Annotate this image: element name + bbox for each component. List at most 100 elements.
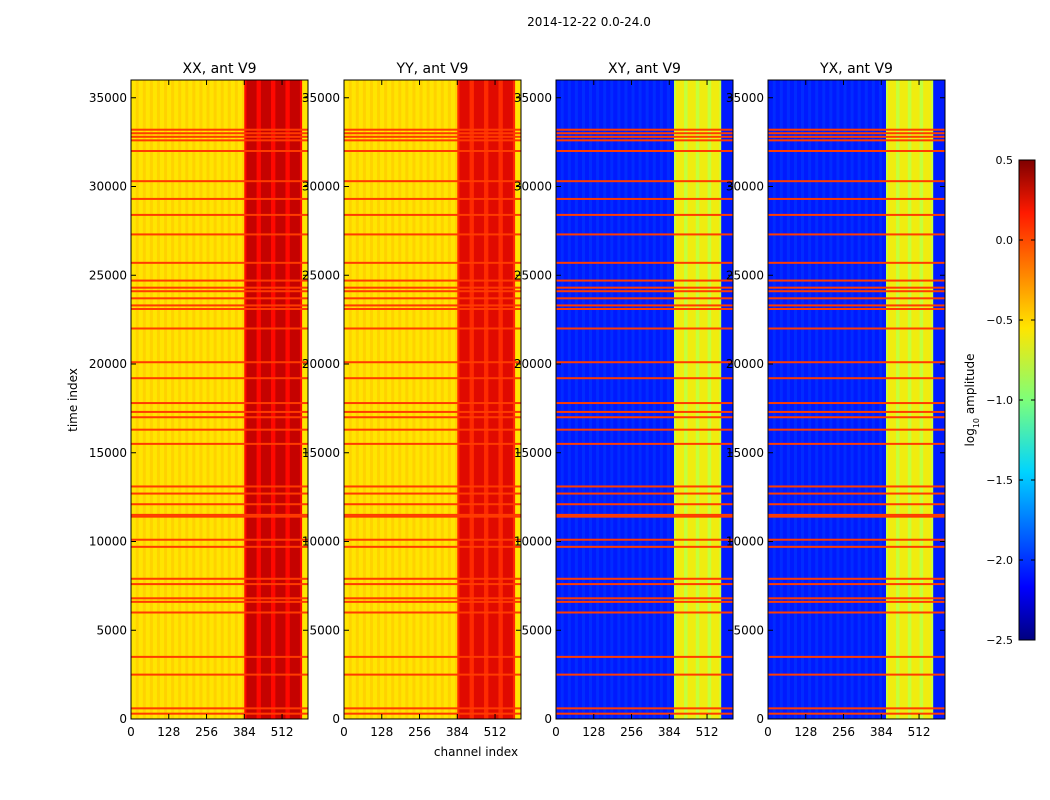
y-tick-label: 20000 [89, 357, 127, 371]
channel-stripe [836, 80, 840, 719]
flagged-row [131, 492, 308, 495]
band-column [488, 80, 499, 719]
y-tick-label: 35000 [302, 91, 340, 105]
flagged-row [556, 442, 733, 445]
colorbar-tick-label: −1.5 [986, 474, 1013, 487]
x-tick-label: 512 [271, 725, 294, 739]
channel-stripe [878, 80, 882, 719]
channel-stripe [156, 80, 160, 719]
flagged-row [556, 150, 733, 152]
flagged-row [768, 513, 945, 516]
flagged-row [344, 233, 521, 236]
flagged-row [131, 128, 308, 131]
flagged-row [556, 132, 733, 135]
flagged-row [768, 304, 945, 307]
channel-stripe [377, 80, 381, 719]
channel-stripe [666, 80, 670, 719]
flagged-row [556, 197, 733, 200]
flagged-row [556, 377, 733, 380]
channel-stripe [348, 80, 352, 719]
channel-stripe [574, 80, 578, 719]
flagged-row [768, 327, 945, 330]
flagged-row [344, 197, 521, 200]
channel-stripe [206, 80, 210, 719]
flagged-row [556, 213, 733, 216]
flagged-row [768, 485, 945, 488]
channel-stripe [610, 80, 614, 719]
flagged-row [344, 611, 521, 614]
flagged-row [768, 410, 945, 413]
flagged-row [556, 180, 733, 183]
y-tick-label: 35000 [514, 91, 552, 105]
band-column [260, 80, 272, 719]
channel-stripe [801, 80, 805, 719]
flagged-row [131, 233, 308, 236]
flagged-row [556, 279, 733, 282]
channel-stripe [192, 80, 196, 719]
flagged-row [768, 307, 945, 310]
heatmap-panels: XX, ant V9 0 128 256 384 512 0 5000 10000 15000 20… [89, 61, 946, 739]
flagged-row [344, 503, 521, 506]
flagged-row [556, 577, 733, 580]
flagged-row [131, 180, 308, 183]
flagged-row [768, 707, 945, 710]
channel-stripe [652, 80, 656, 719]
flagged-row [131, 538, 308, 541]
flagged-row [768, 503, 945, 506]
flagged-row [768, 577, 945, 580]
flagged-row [556, 304, 733, 307]
flagged-row [131, 279, 308, 282]
band-column [473, 80, 485, 719]
colorbar: 0.5 0.0 −0.5 −1.0 −1.5 −2.0 −2.5 log10 amplitu… [963, 154, 1036, 647]
channel-stripe [142, 80, 146, 719]
flagged-row [344, 297, 521, 300]
colorbar-tick-label: −2.0 [986, 554, 1013, 567]
channel-stripe [871, 80, 875, 719]
flagged-row [556, 515, 733, 518]
y-tick-label: 30000 [302, 180, 340, 194]
flagged-row [131, 712, 308, 715]
flagged-row [131, 377, 308, 380]
colorbar-tick-label: 0.5 [996, 154, 1014, 167]
flagged-row [344, 597, 521, 600]
flagged-row [556, 307, 733, 310]
flagged-row [131, 545, 308, 548]
flagged-row [131, 597, 308, 600]
flagged-row [556, 402, 733, 405]
flagged-row [344, 673, 521, 676]
flagged-row [768, 286, 945, 289]
flagged-row [768, 361, 945, 364]
flagged-row [768, 600, 945, 603]
flagged-row [556, 135, 733, 138]
heatmap-panel: YX, ant V9 0 128 256 384 512 0 5000 10000 15000 20… [726, 61, 946, 739]
flagged-row [768, 290, 945, 293]
x-tick-label: 128 [582, 725, 605, 739]
flagged-row [556, 290, 733, 293]
flagged-row [556, 261, 733, 264]
flagged-row [131, 290, 308, 293]
y-tick-label: 0 [332, 712, 340, 726]
figure-suptitle: 2014-12-22 0.0-24.0 [527, 15, 651, 29]
heatmap-panel: XY, ant V9 0 128 256 384 512 0 5000 10000 15000 20… [514, 61, 734, 739]
panel-frame [767, 79, 946, 720]
flagged-row [344, 150, 521, 152]
flagged-row [768, 442, 945, 445]
flagged-row [556, 600, 733, 603]
channel-stripe [624, 80, 628, 719]
flagged-row [556, 611, 733, 614]
x-tick-label: 384 [233, 725, 256, 739]
flagged-row [344, 135, 521, 138]
channel-stripe [659, 80, 663, 719]
flagged-row [768, 297, 945, 300]
colorbar-label: log10 amplitude [963, 354, 981, 447]
channel-stripe [234, 80, 238, 719]
flagged-row [131, 707, 308, 710]
flagged-row [344, 442, 521, 445]
y-tick-label: 25000 [89, 268, 127, 282]
flagged-row [131, 135, 308, 138]
flagged-row [344, 712, 521, 715]
channel-stripe [772, 80, 776, 719]
flagged-row [556, 583, 733, 586]
heatmap-panel: XX, ant V9 0 128 256 384 512 0 5000 10000 15000 20… [89, 61, 309, 739]
flagged-row [344, 707, 521, 710]
